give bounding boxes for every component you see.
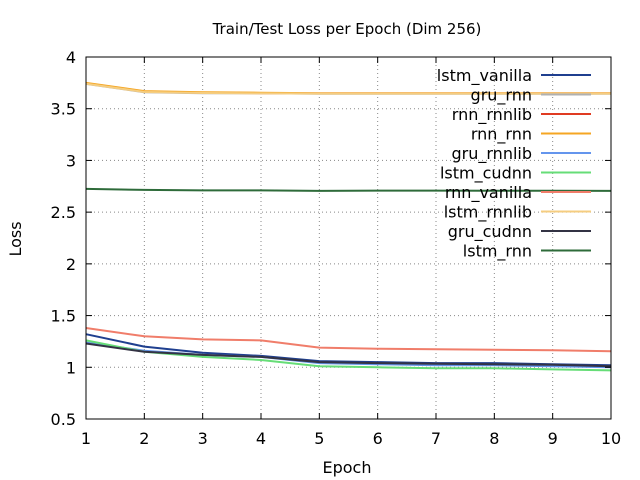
legend-label: rnn_rnnlib bbox=[452, 105, 532, 125]
x-tick-label: 4 bbox=[256, 429, 266, 448]
legend-label: rnn_rnn bbox=[471, 125, 532, 145]
y-tick-label: 1 bbox=[66, 358, 76, 377]
series-line-gru-cudnn bbox=[85, 342, 612, 368]
legend-label: lstm_vanilla bbox=[437, 66, 532, 86]
series-lines bbox=[85, 81, 612, 372]
legend-label: rnn_vanilla bbox=[445, 183, 532, 203]
legend-entry: gru_rnn bbox=[471, 86, 591, 106]
y-tick-label: 3 bbox=[66, 151, 76, 170]
legend-label: gru_rnnlib bbox=[452, 144, 533, 164]
x-axis-title: Epoch bbox=[323, 458, 372, 477]
series-line-rnn-vanilla bbox=[85, 327, 612, 353]
x-tick-label: 3 bbox=[198, 429, 208, 448]
grid-lines bbox=[86, 57, 611, 419]
x-tick-label: 6 bbox=[373, 429, 383, 448]
legend-entry: lstm_rnnlib bbox=[444, 203, 591, 223]
legend-entry: gru_rnnlib bbox=[452, 144, 591, 164]
legend-entry: lstm_rnn bbox=[463, 242, 591, 262]
y-tick-label: 4 bbox=[66, 48, 76, 67]
plot-frame bbox=[85, 56, 612, 420]
x-tick-label: 2 bbox=[139, 429, 149, 448]
y-tick-label: 2.5 bbox=[51, 203, 76, 222]
chart-title: Train/Test Loss per Epoch (Dim 256) bbox=[212, 20, 482, 38]
x-tick-label: 1 bbox=[81, 429, 91, 448]
y-tick-label: 0.5 bbox=[51, 410, 76, 429]
legend-entry: gru_cudnn bbox=[448, 222, 591, 242]
legend-label: lstm_cudnn bbox=[440, 164, 532, 184]
series-line-lstm-rnnlib bbox=[85, 82, 611, 95]
legend-label: gru_rnn bbox=[471, 86, 532, 106]
legend-entry: rnn_vanilla bbox=[445, 183, 591, 203]
x-tick-label: 5 bbox=[314, 429, 324, 448]
x-tick-label: 10 bbox=[601, 429, 621, 448]
y-tick-label: 2 bbox=[66, 255, 76, 274]
y-tick-label: 1.5 bbox=[51, 307, 76, 326]
x-tick-label: 8 bbox=[489, 429, 499, 448]
legend-entry: rnn_rnn bbox=[471, 125, 591, 145]
legend-entry: rnn_rnnlib bbox=[452, 105, 591, 125]
y-axis-title: Loss bbox=[6, 221, 25, 256]
legend-label: gru_cudnn bbox=[448, 222, 532, 242]
legend-entry: lstm_vanilla bbox=[437, 66, 591, 86]
x-tick-label: 9 bbox=[548, 429, 558, 448]
legend-entry: lstm_cudnn bbox=[440, 164, 591, 184]
legend: lstm_vanillagru_rnnrnn_rnnlibrnn_rnngru_… bbox=[437, 66, 591, 262]
legend-label: lstm_rnn bbox=[463, 242, 532, 262]
series-line-lstm-rnn bbox=[85, 187, 612, 192]
y-tick-label: 3.5 bbox=[51, 100, 76, 119]
x-tick-label: 7 bbox=[431, 429, 441, 448]
legend-label: lstm_rnnlib bbox=[444, 203, 532, 223]
axis-ticks: 1 2 3 4 5 6 7 8 9 10 0.5 1 1.5 2 2.5 3 3.5 4 bbox=[51, 48, 622, 448]
